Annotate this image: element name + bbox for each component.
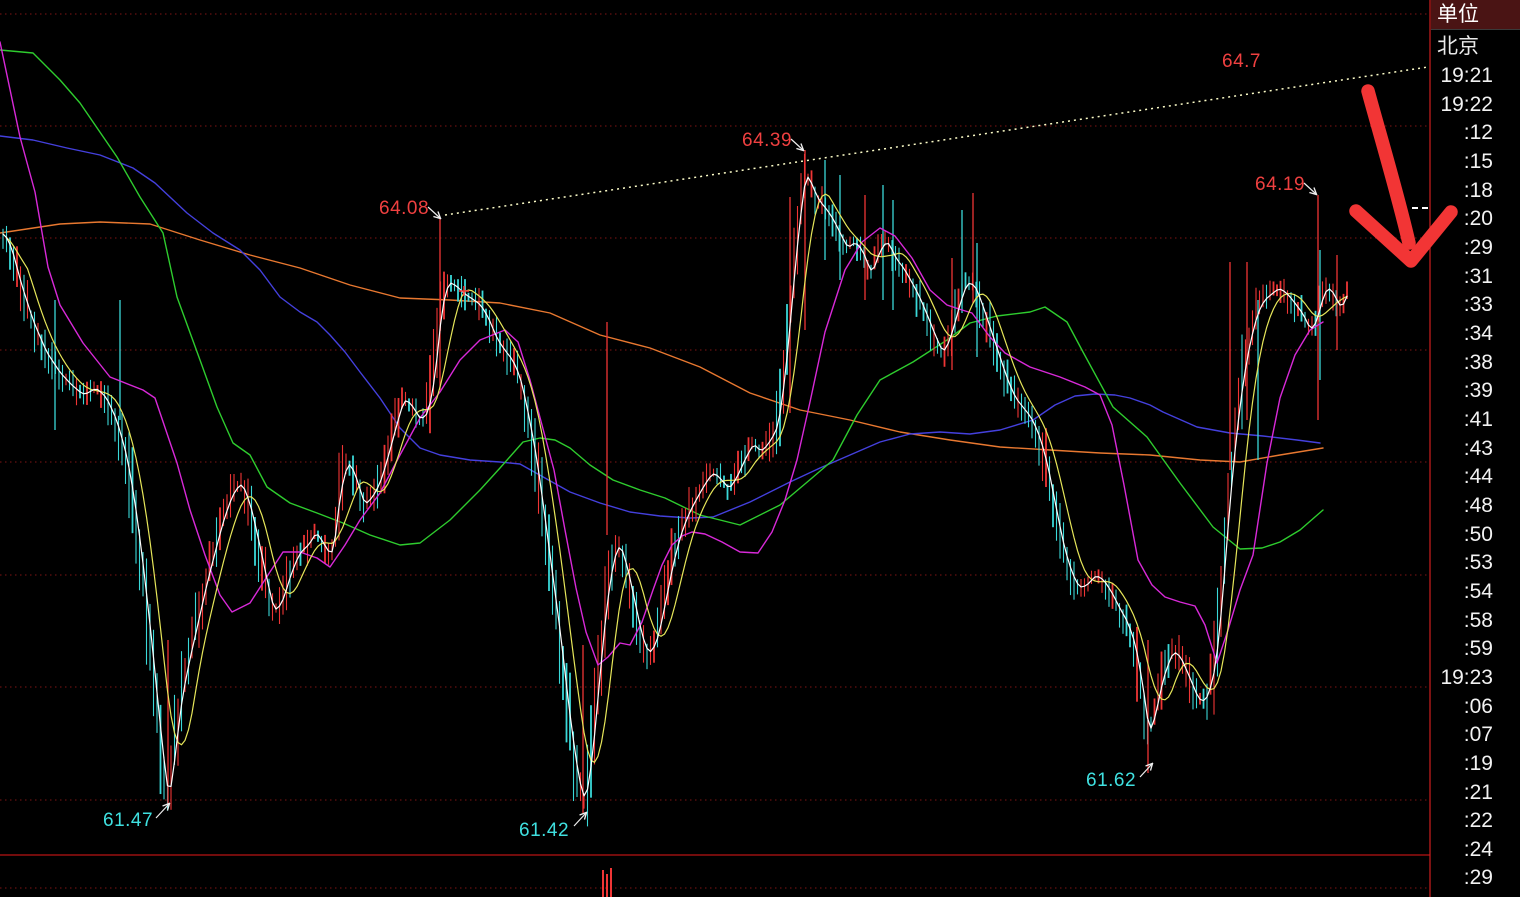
time-label: :20 <box>1463 207 1493 231</box>
time-label: :06 <box>1463 694 1493 718</box>
time-label: :50 <box>1463 522 1493 546</box>
volume-bars-layer <box>602 868 612 897</box>
time-label: :33 <box>1463 293 1493 317</box>
time-label: :41 <box>1463 407 1493 431</box>
time-label: :53 <box>1463 551 1493 575</box>
price-annotation: 61.42 <box>519 820 570 841</box>
time-label: 19:21 <box>1440 64 1493 87</box>
fast-ma-layer <box>0 41 1348 797</box>
price-annotation: 64.19 <box>1255 174 1306 195</box>
time-label: :22 <box>1463 809 1493 833</box>
slow-ma-layer <box>0 49 1324 550</box>
ma-yellow <box>2 193 1348 763</box>
markers-layer <box>459 207 1430 296</box>
unit-header-label: 单位 <box>1437 3 1479 26</box>
spike-candles-layer <box>54 150 1338 813</box>
time-label: :18 <box>1463 178 1493 202</box>
time-label: :54 <box>1463 579 1493 603</box>
price-annotation: 64.08 <box>379 198 430 219</box>
candles-layer <box>2 153 1348 827</box>
time-label: :48 <box>1463 493 1493 517</box>
unit-header: 单位 <box>1431 0 1520 30</box>
time-label: :58 <box>1463 608 1493 632</box>
time-axis-sidebar[interactable]: 单位 北京 19:21 19:22 :12 :15 :18 :20 :29 :31 :33 :34… <box>1430 0 1520 897</box>
time-label: :24 <box>1463 837 1493 861</box>
time-label: :38 <box>1463 350 1493 374</box>
price-annotation: 61.62 <box>1086 770 1137 791</box>
time-label: :34 <box>1463 321 1493 345</box>
price-annotation: 64.39 <box>742 130 793 151</box>
ma-orange <box>0 221 1324 463</box>
trendline <box>444 66 1429 216</box>
time-label: :15 <box>1463 149 1493 173</box>
time-label: :29 <box>1463 866 1493 890</box>
time-label: :31 <box>1463 264 1493 288</box>
time-label: :39 <box>1463 379 1493 403</box>
time-label: :43 <box>1463 436 1493 460</box>
ma-magenta <box>0 41 1324 666</box>
price-annotation: 64.7 <box>1222 51 1261 72</box>
time-label: 19:22 <box>1440 92 1493 116</box>
time-label: :19 <box>1463 751 1493 775</box>
time-label: 19:23 <box>1440 665 1493 689</box>
ma-green <box>0 49 1324 550</box>
timezone-label: 北京 <box>1437 35 1479 58</box>
time-label: :29 <box>1463 235 1493 259</box>
annotation-arrows-layer <box>155 138 1316 827</box>
time-label: :07 <box>1463 723 1493 747</box>
gridlines-layer <box>0 13 1430 889</box>
ma-blue <box>0 135 1321 519</box>
time-label: :12 <box>1463 121 1493 145</box>
price-annotation: 61.47 <box>103 810 154 831</box>
time-label: :21 <box>1463 780 1493 804</box>
ma-white <box>2 176 1348 797</box>
time-label: :59 <box>1463 637 1493 661</box>
trendline-layer <box>444 66 1429 216</box>
time-label: :44 <box>1463 465 1493 489</box>
